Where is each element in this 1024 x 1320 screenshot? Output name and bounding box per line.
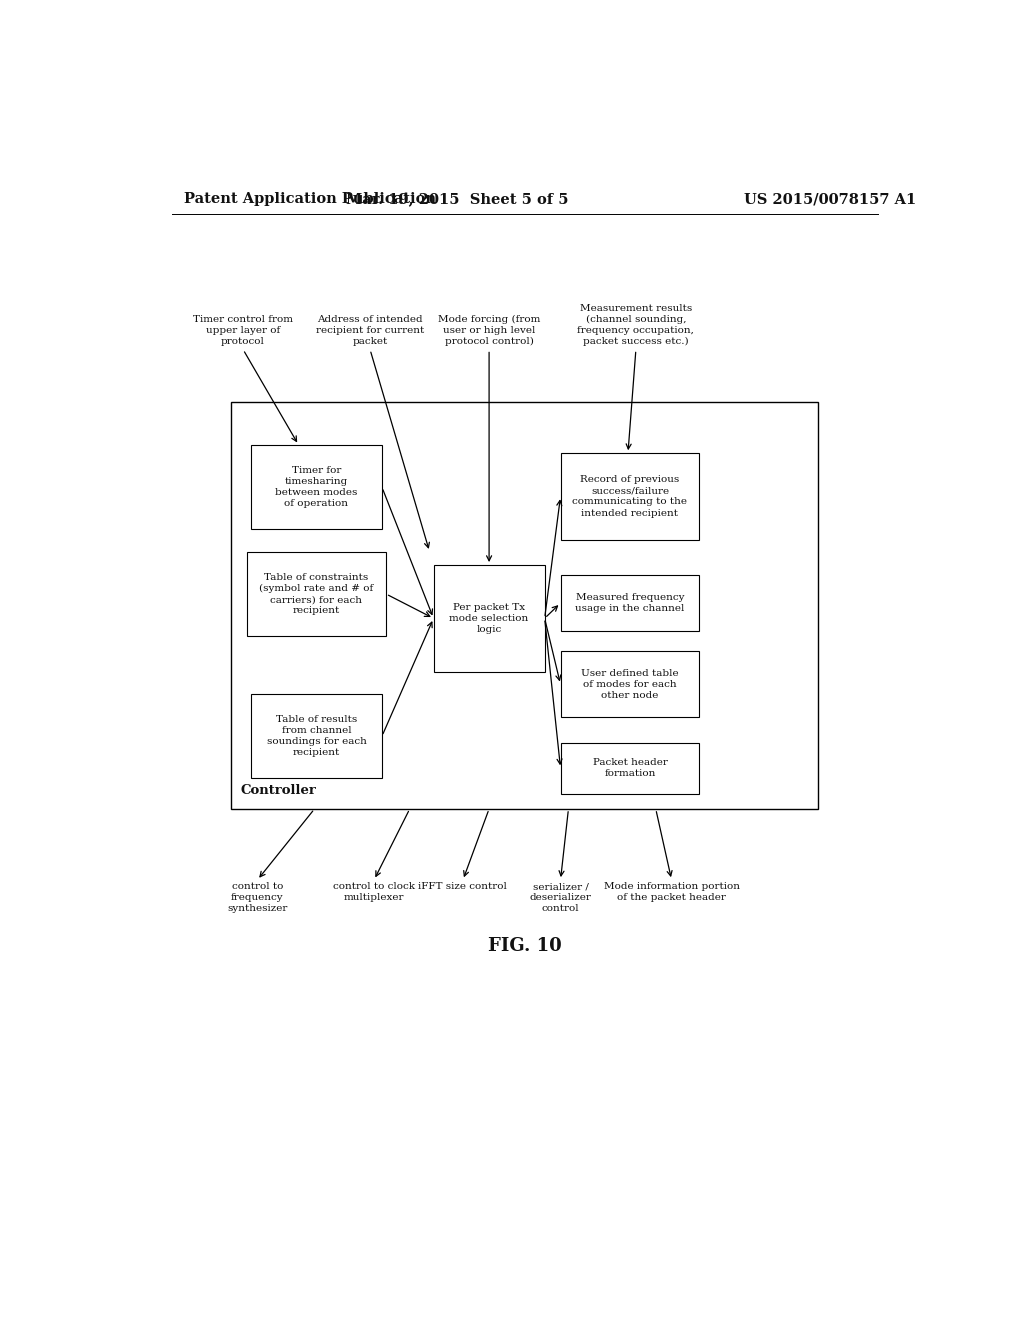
Text: Patent Application Publication: Patent Application Publication [183, 191, 435, 206]
Text: Controller: Controller [241, 784, 316, 797]
Text: serializer /
deserializer
control: serializer / deserializer control [529, 882, 592, 913]
FancyBboxPatch shape [560, 453, 699, 540]
FancyBboxPatch shape [247, 552, 386, 636]
Text: Measured frequency
usage in the channel: Measured frequency usage in the channel [575, 593, 685, 612]
Text: Timer for
timesharing
between modes
of operation: Timer for timesharing between modes of o… [275, 466, 357, 508]
Text: Mode information portion
of the packet header: Mode information portion of the packet h… [603, 882, 739, 902]
FancyBboxPatch shape [560, 576, 699, 631]
Text: Measurement results
(channel sounding,
frequency occupation,
packet success etc.: Measurement results (channel sounding, f… [578, 304, 694, 346]
Text: control to clock
multiplexer: control to clock multiplexer [333, 882, 415, 902]
FancyBboxPatch shape [560, 651, 699, 718]
Text: iFFT size control: iFFT size control [419, 882, 507, 891]
FancyBboxPatch shape [560, 743, 699, 793]
FancyBboxPatch shape [231, 403, 818, 809]
Text: Address of intended
recipient for current
packet: Address of intended recipient for curren… [316, 315, 424, 346]
FancyBboxPatch shape [251, 445, 382, 529]
Text: User defined table
of modes for each
other node: User defined table of modes for each oth… [582, 669, 679, 700]
FancyBboxPatch shape [251, 694, 382, 779]
Text: Timer control from
upper layer of
protocol: Timer control from upper layer of protoc… [194, 315, 293, 346]
Text: Record of previous
success/failure
communicating to the
intended recipient: Record of previous success/failure commu… [572, 475, 687, 517]
Text: US 2015/0078157 A1: US 2015/0078157 A1 [744, 191, 916, 206]
Text: control to
frequency
synthesizer: control to frequency synthesizer [227, 882, 288, 913]
Text: Mar. 19, 2015  Sheet 5 of 5: Mar. 19, 2015 Sheet 5 of 5 [346, 191, 568, 206]
Text: Table of results
from channel
soundings for each
recipient: Table of results from channel soundings … [266, 715, 367, 758]
FancyBboxPatch shape [433, 565, 545, 672]
Text: Mode forcing (from
user or high level
protocol control): Mode forcing (from user or high level pr… [438, 315, 541, 346]
Text: Per packet Tx
mode selection
logic: Per packet Tx mode selection logic [450, 603, 528, 634]
Text: Packet header
formation: Packet header formation [593, 758, 668, 779]
Text: FIG. 10: FIG. 10 [487, 937, 562, 956]
Text: Table of constraints
(symbol rate and # of
carriers) for each
recipient: Table of constraints (symbol rate and # … [259, 573, 374, 615]
